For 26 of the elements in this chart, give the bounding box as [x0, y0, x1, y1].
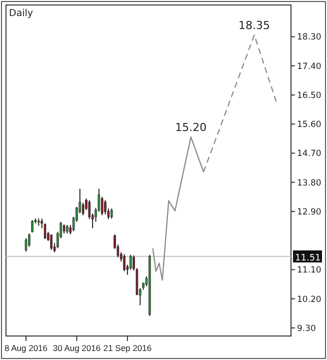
y-tick-label: 18.30	[297, 32, 322, 43]
y-tick-label: 17.40	[297, 62, 322, 72]
y-tick-label: 13.80	[297, 178, 322, 188]
candlestick	[24, 238, 28, 252]
candlestick	[44, 222, 46, 240]
candlestick	[110, 208, 113, 220]
candlestick	[31, 220, 34, 233]
data-label: 15.20	[175, 121, 207, 134]
x-tick-label: 8 Aug 2016	[4, 343, 48, 353]
y-tick-label: 14.70	[297, 149, 322, 160]
y-tick-label: 12.90	[297, 207, 322, 218]
data-label: 18.35	[238, 19, 270, 32]
ref-line-label: 11.51	[295, 253, 321, 264]
y-tick-label: 10.20	[297, 294, 322, 305]
y-tick-label: 9.30	[297, 324, 316, 334]
x-tick-label: 21 Sep 2016	[103, 343, 152, 353]
y-tick-label: 15.60	[297, 120, 322, 130]
candlestick	[123, 254, 126, 272]
candlestick	[104, 200, 106, 215]
y-tick-label: 16.50	[297, 90, 322, 101]
y-tick-label: 11.10	[297, 266, 322, 276]
x-tick-label: 30 Aug 2016	[52, 343, 101, 353]
chart-title: Daily	[9, 8, 34, 19]
candlestick	[28, 232, 30, 248]
candlestick	[62, 224, 66, 234]
candlestick	[50, 234, 53, 250]
